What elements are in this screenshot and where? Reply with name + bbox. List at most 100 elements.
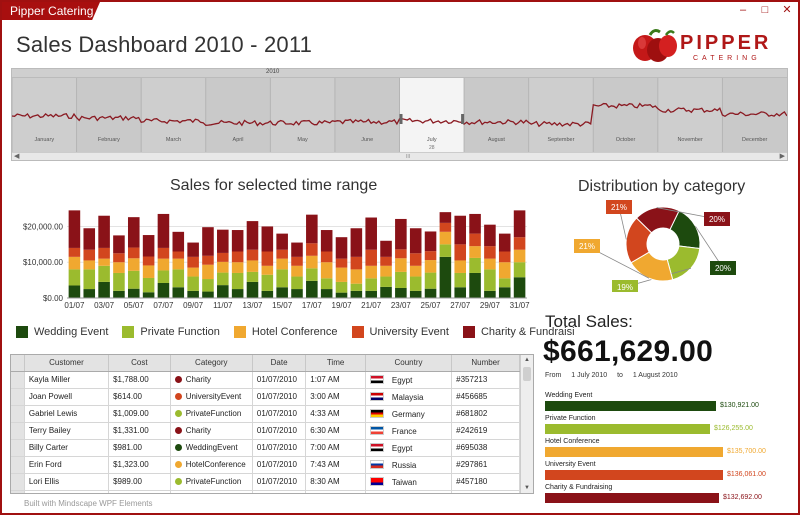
scroll-right-icon[interactable]: ▶ bbox=[779, 153, 785, 160]
country-cell[interactable]: Russia bbox=[365, 456, 453, 474]
row-header[interactable] bbox=[11, 490, 25, 493]
grid-vertical-scrollbar[interactable]: ▲ ▼ bbox=[520, 355, 533, 493]
row-header[interactable] bbox=[11, 388, 25, 406]
number-cell[interactable]: #242619 bbox=[451, 422, 520, 440]
cost-cell[interactable]: $1,788.00 bbox=[108, 371, 171, 389]
time-cell[interactable]: 6:30 AM bbox=[305, 422, 366, 440]
number-cell[interactable]: #457180 bbox=[451, 473, 520, 491]
customer-cell[interactable]: Terry Bailey bbox=[24, 422, 110, 440]
category-cell[interactable]: Charity bbox=[170, 371, 253, 389]
country-cell[interactable]: Egypt bbox=[365, 439, 453, 457]
number-cell[interactable]: #681802 bbox=[451, 405, 520, 423]
timeline-month-band[interactable] bbox=[334, 78, 400, 152]
cost-cell[interactable] bbox=[108, 490, 171, 493]
date-cell[interactable]: 01/07/2010 bbox=[252, 422, 307, 440]
table-row[interactable]: Kayla Miller $1,788.00 Charity 01/07/2010 1:… bbox=[11, 371, 520, 389]
country-cell[interactable]: Taiwan bbox=[365, 473, 453, 491]
customer-cell[interactable]: Joan Powell bbox=[24, 388, 110, 406]
maximize-button[interactable]: □ bbox=[761, 4, 769, 16]
number-cell[interactable]: #297861 bbox=[451, 456, 520, 474]
date-cell[interactable]: 01/07/2010 bbox=[252, 405, 307, 423]
scroll-down-icon[interactable]: ▼ bbox=[524, 485, 530, 491]
table-row[interactable]: Billy Carter $981.00 WeddingEvent 01/07/201… bbox=[11, 439, 520, 457]
timeline-month-band[interactable] bbox=[657, 78, 723, 152]
time-cell[interactable]: 3:00 AM bbox=[305, 388, 366, 406]
date-cell[interactable] bbox=[252, 490, 307, 493]
customer-cell[interactable]: Gabriel Lewis bbox=[24, 405, 110, 423]
grid-scroll-thumb[interactable] bbox=[523, 367, 531, 381]
cost-cell[interactable]: $1,331.00 bbox=[108, 422, 171, 440]
country-cell[interactable]: Malaysia bbox=[365, 388, 453, 406]
row-header[interactable] bbox=[11, 405, 25, 423]
customer-cell[interactable]: Lori Ellis bbox=[24, 473, 110, 491]
customer-cell[interactable]: Billy Carter bbox=[24, 439, 110, 457]
date-cell[interactable]: 01/07/2010 bbox=[252, 473, 307, 491]
row-header[interactable] bbox=[11, 371, 25, 389]
table-row[interactable]: Lori Ellis $989.00 PrivateFunction 01/07/20… bbox=[11, 473, 520, 491]
category-cell[interactable]: WeddingEvent bbox=[170, 439, 253, 457]
minimize-button[interactable]: – bbox=[739, 4, 747, 16]
row-header[interactable] bbox=[11, 473, 25, 491]
close-button[interactable]: ✕ bbox=[782, 4, 792, 16]
timeline-month-band[interactable] bbox=[205, 78, 271, 152]
timeline-month-band[interactable] bbox=[270, 78, 335, 152]
column-header[interactable]: Customer bbox=[24, 355, 110, 372]
timeline-month-band[interactable] bbox=[399, 78, 465, 152]
timeline-chart[interactable]: January February March April May June July Augu… bbox=[12, 78, 787, 152]
cost-cell[interactable]: $989.00 bbox=[108, 473, 171, 491]
timeline-month-band[interactable] bbox=[593, 78, 658, 152]
category-cell[interactable]: PrivateFunction bbox=[170, 405, 253, 423]
time-cell[interactable] bbox=[305, 490, 366, 493]
number-cell[interactable]: #357213 bbox=[451, 371, 520, 389]
category-cell[interactable]: HotelConference bbox=[170, 456, 253, 474]
time-cell[interactable]: 8:30 AM bbox=[305, 473, 366, 491]
number-cell[interactable]: #456685 bbox=[451, 388, 520, 406]
time-cell[interactable]: 7:43 AM bbox=[305, 456, 366, 474]
country-cell[interactable]: Egypt bbox=[365, 371, 453, 389]
timeline-month-band[interactable] bbox=[141, 78, 206, 152]
scroll-thumb-icon[interactable]: III bbox=[406, 154, 411, 160]
table-row[interactable]: Terry Bailey $1,331.00 Charity 01/07/2010 6:… bbox=[11, 422, 520, 440]
row-header[interactable] bbox=[11, 456, 25, 474]
timeline-scrollbar[interactable]: ◀ III ▶ bbox=[12, 152, 787, 160]
date-cell[interactable]: 01/07/2010 bbox=[252, 456, 307, 474]
time-cell[interactable]: 4:33 AM bbox=[305, 405, 366, 423]
table-row[interactable]: Joan Powell $614.00 UniversityEvent 01/07/2… bbox=[11, 388, 520, 406]
customer-cell[interactable]: Erin Ford bbox=[24, 456, 110, 474]
column-header[interactable]: Time bbox=[305, 355, 366, 372]
number-cell[interactable]: #695038 bbox=[451, 439, 520, 457]
timeline-month-band[interactable] bbox=[528, 78, 594, 152]
time-cell[interactable]: 1:07 AM bbox=[305, 371, 366, 389]
category-cell[interactable]: UniversityEvent bbox=[170, 388, 253, 406]
time-cell[interactable]: 7:00 AM bbox=[305, 439, 366, 457]
cost-cell[interactable]: $1,009.00 bbox=[108, 405, 171, 423]
timeline-navigator[interactable]: 2010 January February March April May June Jul… bbox=[11, 68, 788, 161]
customer-cell[interactable]: Kayla Miller bbox=[24, 371, 110, 389]
customer-cell[interactable] bbox=[24, 490, 110, 493]
category-cell[interactable] bbox=[170, 490, 253, 493]
country-cell[interactable]: France bbox=[365, 422, 453, 440]
cost-cell[interactable]: $1,323.00 bbox=[108, 456, 171, 474]
range-handle-right[interactable] bbox=[461, 114, 465, 124]
row-header[interactable] bbox=[11, 439, 25, 457]
range-handle-left[interactable] bbox=[399, 114, 403, 124]
country-cell[interactable] bbox=[365, 490, 453, 493]
timeline-month-band[interactable] bbox=[464, 78, 529, 152]
country-cell[interactable]: Germany bbox=[365, 405, 453, 423]
table-row[interactable] bbox=[11, 490, 520, 493]
column-header[interactable]: Date bbox=[252, 355, 307, 372]
column-header[interactable]: Number bbox=[451, 355, 520, 372]
number-cell[interactable] bbox=[451, 490, 520, 493]
table-row[interactable]: Erin Ford $1,323.00 HotelConference 01/07/2… bbox=[11, 456, 520, 474]
cost-cell[interactable]: $614.00 bbox=[108, 388, 171, 406]
category-cell[interactable]: Charity bbox=[170, 422, 253, 440]
column-header[interactable]: Cost bbox=[108, 355, 171, 372]
column-header[interactable]: Category bbox=[170, 355, 253, 372]
date-cell[interactable]: 01/07/2010 bbox=[252, 371, 307, 389]
timeline-month-band[interactable] bbox=[76, 78, 142, 152]
category-cell[interactable]: PrivateFunction bbox=[170, 473, 253, 491]
scroll-up-icon[interactable]: ▲ bbox=[524, 357, 530, 363]
sales-data-grid[interactable]: Customer Cost Category Date Time Country Numbe… bbox=[10, 354, 534, 494]
date-cell[interactable]: 01/07/2010 bbox=[252, 439, 307, 457]
cost-cell[interactable]: $981.00 bbox=[108, 439, 171, 457]
